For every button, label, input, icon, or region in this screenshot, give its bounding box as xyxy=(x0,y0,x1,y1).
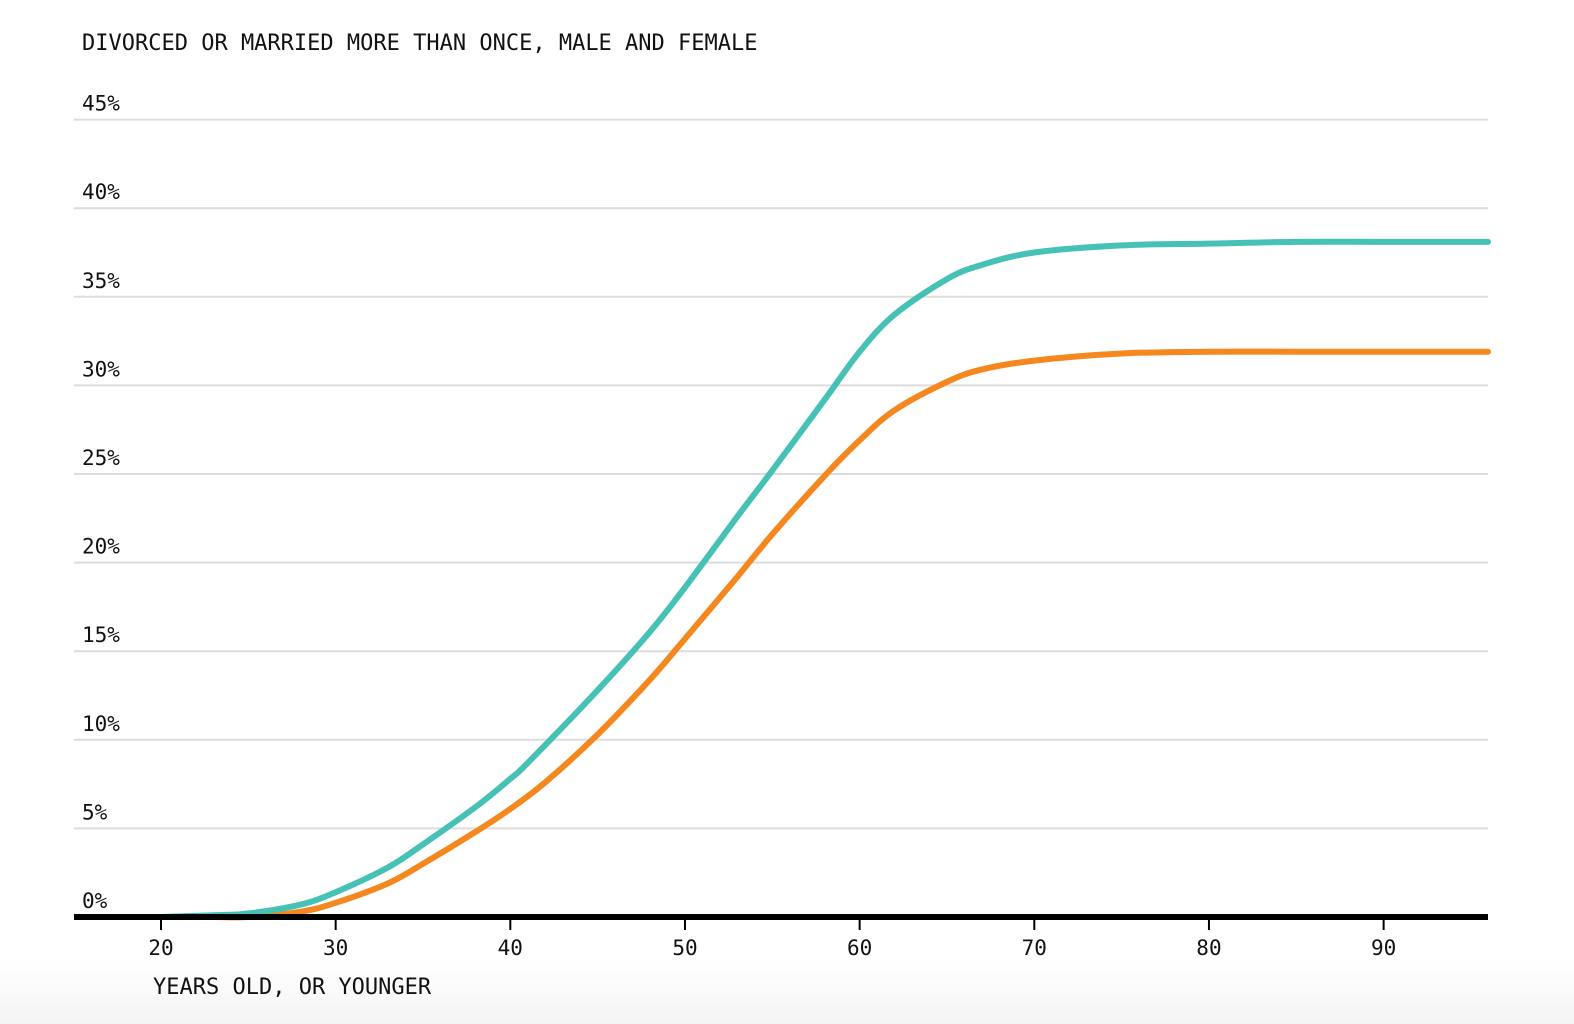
x-tick-label: 60 xyxy=(847,936,872,960)
orange-series-line xyxy=(158,348,1491,921)
y-tick-label: 0% xyxy=(82,889,108,913)
y-tick-label: 20% xyxy=(82,535,120,559)
y-axis-labels: 0% 5% 10% 15% 20% 25% 30% 35% 40% 45% xyxy=(82,92,120,913)
y-tick-label: 15% xyxy=(82,623,120,647)
x-axis: 20 30 40 50 60 70 80 90 xyxy=(74,914,1488,960)
x-tick-label: 90 xyxy=(1371,936,1396,960)
y-tick-label: 25% xyxy=(82,446,120,470)
x-tick-label: 80 xyxy=(1196,936,1221,960)
chart-title: DIVORCED OR MARRIED MORE THAN ONCE, MALE… xyxy=(82,31,758,56)
y-tick-label: 40% xyxy=(82,180,120,204)
gridlines xyxy=(74,118,1488,830)
data-lines xyxy=(158,238,1491,921)
x-tick-label: 20 xyxy=(148,936,173,960)
x-tick-label: 30 xyxy=(323,936,348,960)
y-tick-label: 10% xyxy=(82,712,120,736)
y-tick-label: 30% xyxy=(82,357,120,381)
y-tick-label: 5% xyxy=(82,800,108,824)
x-axis-title: YEARS OLD, OR YOUNGER xyxy=(153,975,432,1000)
x-tick-label: 50 xyxy=(672,936,697,960)
x-tick-label: 70 xyxy=(1022,936,1047,960)
y-tick-label: 35% xyxy=(82,269,120,293)
y-tick-label: 45% xyxy=(82,92,120,116)
x-tick-label: 40 xyxy=(498,936,523,960)
teal-series-line xyxy=(158,238,1491,920)
